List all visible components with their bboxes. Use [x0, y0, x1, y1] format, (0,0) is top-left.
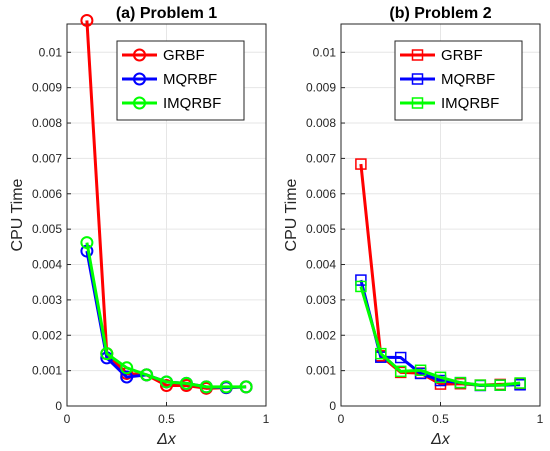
data-point: [414, 364, 427, 377]
legend: GRBF MQRBF IMQRBF: [116, 40, 245, 121]
data-point: [394, 365, 407, 378]
y-tick-label: 0.007: [32, 151, 62, 165]
data-point: [140, 368, 154, 382]
chart-panel-1: 0 0.001 0.002 0.003 0.004 0.005 0.006 0.007 0.00…: [9, 5, 270, 448]
y-tick-label: 0.01: [39, 45, 63, 59]
legend-marker: [133, 72, 146, 86]
y-tick-label: 0.001: [32, 364, 62, 378]
x-axis-label: Δx: [430, 431, 451, 448]
data-point: [355, 274, 367, 286]
data-point: [120, 370, 134, 384]
data-point: [80, 13, 94, 27]
y-tick-label: 0.006: [32, 187, 62, 201]
x-tick-label: 0.5: [432, 412, 449, 426]
y-tick-label: 0.008: [306, 116, 336, 130]
y-tick-label: 0.002: [32, 328, 62, 342]
data-point: [474, 379, 487, 391]
chart-title: (b) Problem 2: [389, 5, 491, 22]
legend-marker: [133, 48, 146, 62]
data-point: [199, 380, 213, 394]
data-point: [494, 379, 506, 391]
data-point: [434, 371, 447, 384]
legend-marker: [133, 96, 146, 110]
y-tick-label: 0.004: [306, 258, 336, 272]
x-tick-label: 1: [263, 412, 270, 426]
data-point: [355, 158, 367, 170]
data-point: [394, 351, 407, 364]
series-imqrbf: [355, 280, 526, 391]
y-tick-label: 0.007: [306, 151, 336, 165]
series-line: [85, 242, 247, 389]
data-point: [179, 376, 193, 390]
y-tick-label: 0.006: [306, 187, 336, 201]
x-tick-label: 0.5: [158, 412, 175, 426]
y-tick-label: 0.004: [32, 258, 62, 272]
data-point: [219, 380, 233, 394]
series-imqrbf: [80, 236, 253, 394]
data-point: [80, 236, 94, 250]
y-tick-label: 0.003: [306, 293, 336, 307]
data-point: [355, 280, 367, 293]
y-axis-label: CPU Time: [9, 178, 26, 251]
chart-title: (a) Problem 1: [116, 5, 217, 22]
y-tick-label: 0.01: [313, 45, 337, 59]
data-point: [160, 378, 173, 392]
data-point: [375, 347, 387, 360]
y-tick-label: 0: [329, 399, 336, 413]
y-tick-label: 0.008: [32, 116, 62, 130]
x-tick-label: 0: [64, 412, 71, 426]
legend-label: IMQRBF: [163, 95, 221, 112]
x-tick-label: 1: [537, 412, 544, 426]
legend-label: GRBF: [163, 47, 205, 64]
legend: GRBF MQRBF IMQRBF: [394, 40, 523, 121]
data-point: [100, 347, 114, 361]
legend-marker: [411, 73, 424, 85]
y-axis-label: CPU Time: [283, 178, 300, 251]
data-point: [454, 376, 467, 389]
legend-marker: [411, 49, 424, 61]
y-tick-label: 0.005: [32, 222, 62, 236]
y-tick-label: 0.002: [306, 328, 336, 342]
data-point: [514, 377, 526, 389]
legend-label: MQRBF: [163, 71, 217, 88]
y-tick-label: 0.009: [306, 81, 336, 95]
legend-marker: [411, 97, 424, 109]
legend-label: GRBF: [441, 47, 483, 64]
x-axis-label: Δx: [156, 431, 177, 448]
data-point: [120, 361, 134, 375]
data-point: [160, 375, 173, 389]
y-tick-label: 0.001: [306, 364, 336, 378]
data-point: [239, 380, 253, 394]
y-tick-label: 0.009: [32, 81, 62, 95]
legend-label: MQRBF: [441, 71, 495, 88]
series-line: [359, 286, 521, 387]
y-tick-label: 0.003: [32, 293, 62, 307]
x-tick-label: 0: [338, 412, 345, 426]
y-tick-label: 0.005: [306, 222, 336, 236]
chart-panel-2: 0 0.001 0.002 0.003 0.004 0.005 0.006 0.007 0.00…: [283, 5, 544, 448]
legend-label: IMQRBF: [441, 95, 499, 112]
y-tick-label: 0: [55, 399, 62, 413]
